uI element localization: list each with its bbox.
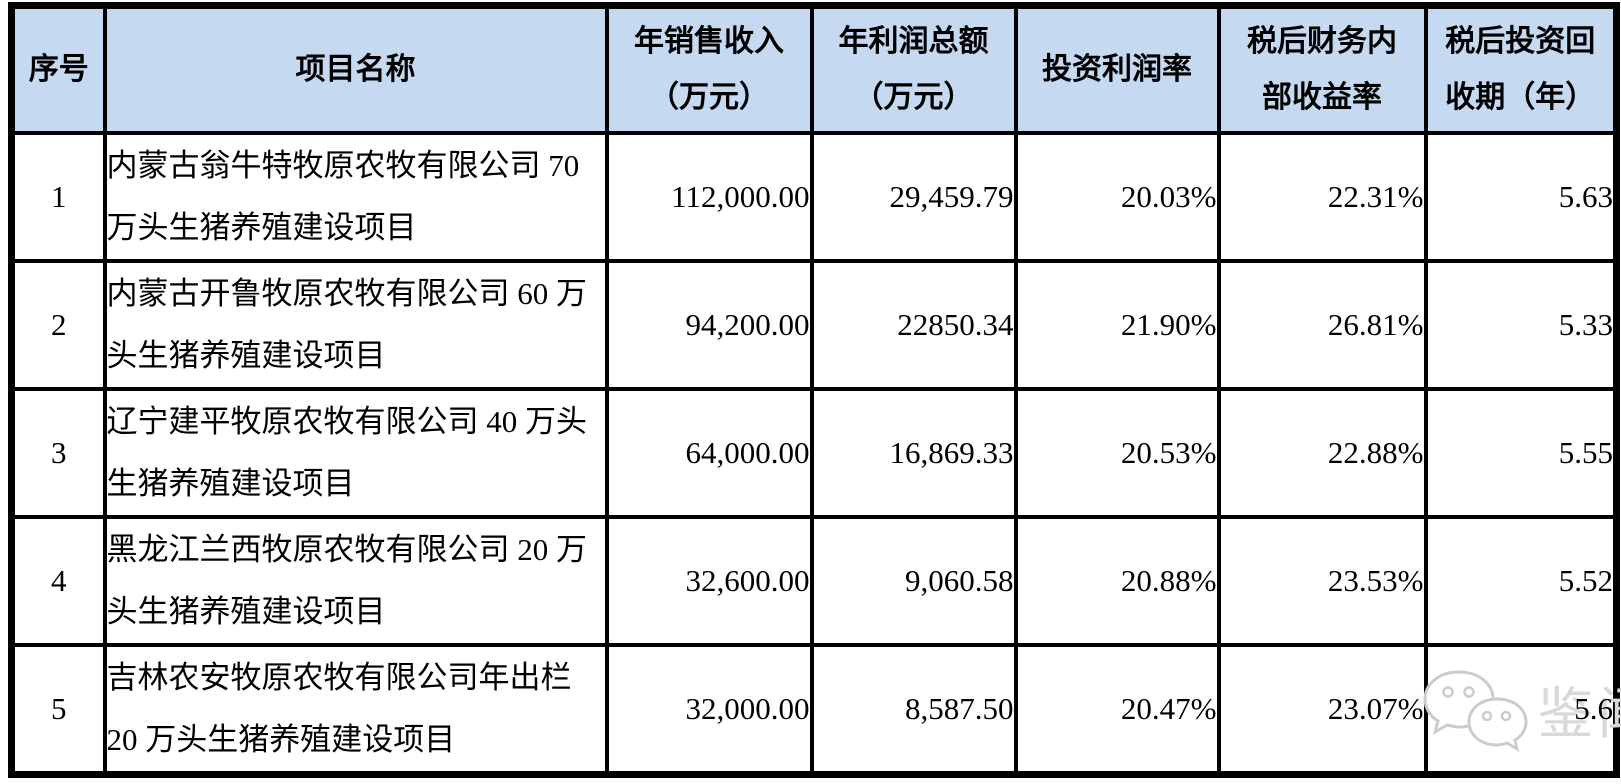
cell-project-name: 内蒙古翁牛特牧原农牧有限公司 70 万头生猪养殖建设项目 bbox=[105, 133, 607, 261]
header-annual-profit: 年利润总额（万元） bbox=[812, 6, 1016, 134]
cell-roi: 20.03% bbox=[1016, 133, 1219, 261]
table-row: 4 黑龙江兰西牧原农牧有限公司 20 万头生猪养殖建设项目 32,600.00 … bbox=[12, 517, 1617, 645]
header-label: 投资利润率 bbox=[1018, 42, 1217, 98]
cell-profit: 29,459.79 bbox=[812, 133, 1016, 261]
header-label: 税后投资回 bbox=[1428, 14, 1614, 70]
header-label: 收期（年） bbox=[1428, 70, 1614, 126]
cell-revenue: 112,000.00 bbox=[607, 133, 812, 261]
header-label: 年销售收入 bbox=[609, 14, 810, 70]
cell-roi: 20.47% bbox=[1016, 645, 1219, 775]
cell-profit: 22850.34 bbox=[812, 261, 1016, 389]
table-row: 2 内蒙古开鲁牧原农牧有限公司 60 万头生猪养殖建设项目 94,200.00 … bbox=[12, 261, 1617, 389]
header-label: 税后财务内 bbox=[1221, 14, 1424, 70]
header-label: （万元） bbox=[609, 70, 810, 126]
cell-roi: 20.53% bbox=[1016, 389, 1219, 517]
header-annual-revenue: 年销售收入（万元） bbox=[607, 6, 812, 134]
cell-revenue: 32,000.00 bbox=[607, 645, 812, 775]
cell-serial: 1 bbox=[12, 133, 105, 261]
header-label: （万元） bbox=[814, 70, 1014, 126]
cell-project-name: 内蒙古开鲁牧原农牧有限公司 60 万头生猪养殖建设项目 bbox=[105, 261, 607, 389]
header-label: 年利润总额 bbox=[814, 14, 1014, 70]
cell-serial: 5 bbox=[12, 645, 105, 775]
cell-roi: 21.90% bbox=[1016, 261, 1219, 389]
cell-payback: 5.55 bbox=[1426, 389, 1617, 517]
header-label: 序号 bbox=[15, 42, 103, 98]
cell-irr: 23.53% bbox=[1219, 517, 1426, 645]
cell-project-name: 黑龙江兰西牧原农牧有限公司 20 万头生猪养殖建设项目 bbox=[105, 517, 607, 645]
cell-revenue: 94,200.00 bbox=[607, 261, 812, 389]
header-project-name: 项目名称 bbox=[105, 6, 607, 134]
cell-profit: 16,869.33 bbox=[812, 389, 1016, 517]
cell-payback: 5.63 bbox=[1426, 133, 1617, 261]
header-payback-period: 税后投资回收期（年） bbox=[1426, 6, 1617, 134]
cell-payback: 5.33 bbox=[1426, 261, 1617, 389]
header-label: 项目名称 bbox=[107, 42, 605, 98]
table-row: 5 吉林农安牧原农牧有限公司年出栏 20 万头生猪养殖建设项目 32,000.0… bbox=[12, 645, 1617, 775]
cell-project-name: 吉林农安牧原农牧有限公司年出栏 20 万头生猪养殖建设项目 bbox=[105, 645, 607, 775]
cell-project-name: 辽宁建平牧原农牧有限公司 40 万头生猪养殖建设项目 bbox=[105, 389, 607, 517]
cell-profit: 9,060.58 bbox=[812, 517, 1016, 645]
cell-irr: 22.88% bbox=[1219, 389, 1426, 517]
cell-serial: 4 bbox=[12, 517, 105, 645]
cell-irr: 23.07% bbox=[1219, 645, 1426, 775]
cell-payback: 5.52 bbox=[1426, 517, 1617, 645]
cell-revenue: 32,600.00 bbox=[607, 517, 812, 645]
header-serial: 序号 bbox=[12, 6, 105, 134]
table-row: 1 内蒙古翁牛特牧原农牧有限公司 70 万头生猪养殖建设项目 112,000.0… bbox=[12, 133, 1617, 261]
cell-payback: 鉴闻 5.6 bbox=[1426, 645, 1617, 775]
cell-revenue: 64,000.00 bbox=[607, 389, 812, 517]
header-after-tax-irr: 税后财务内部收益率 bbox=[1219, 6, 1426, 134]
payback-value: 5.6 bbox=[1574, 691, 1613, 726]
cell-irr: 26.81% bbox=[1219, 261, 1426, 389]
header-row: 序号 项目名称 年销售收入（万元） 年利润总额（万元） 投资利润率 税后财务内部… bbox=[12, 6, 1617, 134]
cell-roi: 20.88% bbox=[1016, 517, 1219, 645]
cell-profit: 8,587.50 bbox=[812, 645, 1016, 775]
header-label: 部收益率 bbox=[1221, 70, 1424, 126]
cell-irr: 22.31% bbox=[1219, 133, 1426, 261]
project-financials-table: 序号 项目名称 年销售收入（万元） 年利润总额（万元） 投资利润率 税后财务内部… bbox=[8, 2, 1620, 778]
header-investment-profit-rate: 投资利润率 bbox=[1016, 6, 1219, 134]
cell-serial: 2 bbox=[12, 261, 105, 389]
wechat-icon bbox=[1420, 665, 1532, 753]
table-row: 3 辽宁建平牧原农牧有限公司 40 万头生猪养殖建设项目 64,000.00 1… bbox=[12, 389, 1617, 517]
cell-serial: 3 bbox=[12, 389, 105, 517]
